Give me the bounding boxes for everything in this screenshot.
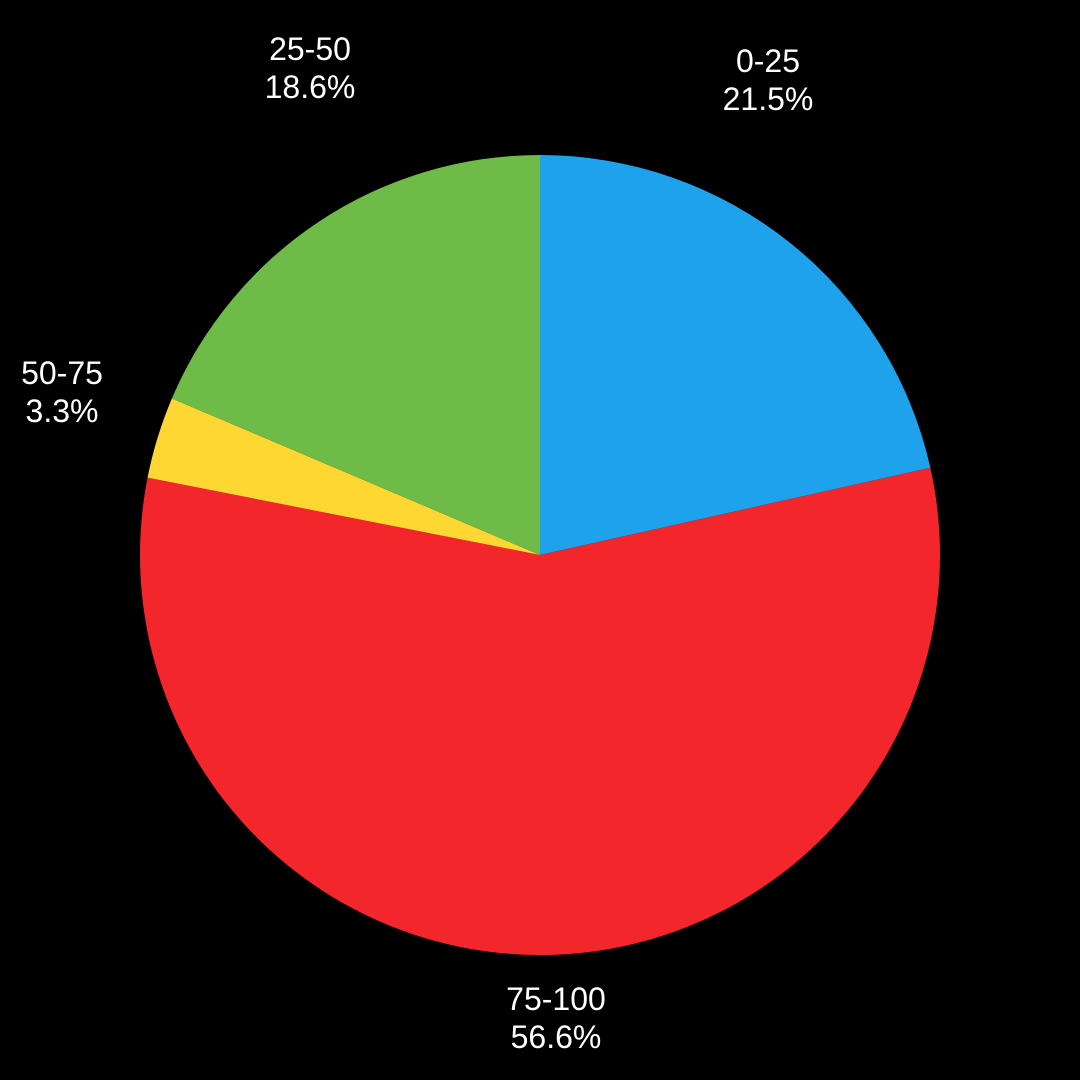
slice-percent: 56.6% xyxy=(511,1019,602,1055)
pie-slice-label: 0-2521.5% xyxy=(723,43,814,117)
slice-percent: 21.5% xyxy=(723,81,814,117)
slice-percent: 3.3% xyxy=(26,393,99,429)
pie-slice-label: 25-5018.6% xyxy=(265,31,356,105)
pie-slice-label: 75-10056.6% xyxy=(506,981,606,1055)
slice-percent: 18.6% xyxy=(265,69,356,105)
slice-name: 50-75 xyxy=(21,355,103,391)
slice-name: 0-25 xyxy=(736,43,800,79)
pie-slice-label: 50-753.3% xyxy=(21,355,103,429)
slice-name: 25-50 xyxy=(269,31,351,67)
pie-chart: 0-2521.5% 75-10056.6% 50-753.3% 25-5018.6% xyxy=(0,0,1080,1080)
slice-name: 75-100 xyxy=(506,981,606,1017)
